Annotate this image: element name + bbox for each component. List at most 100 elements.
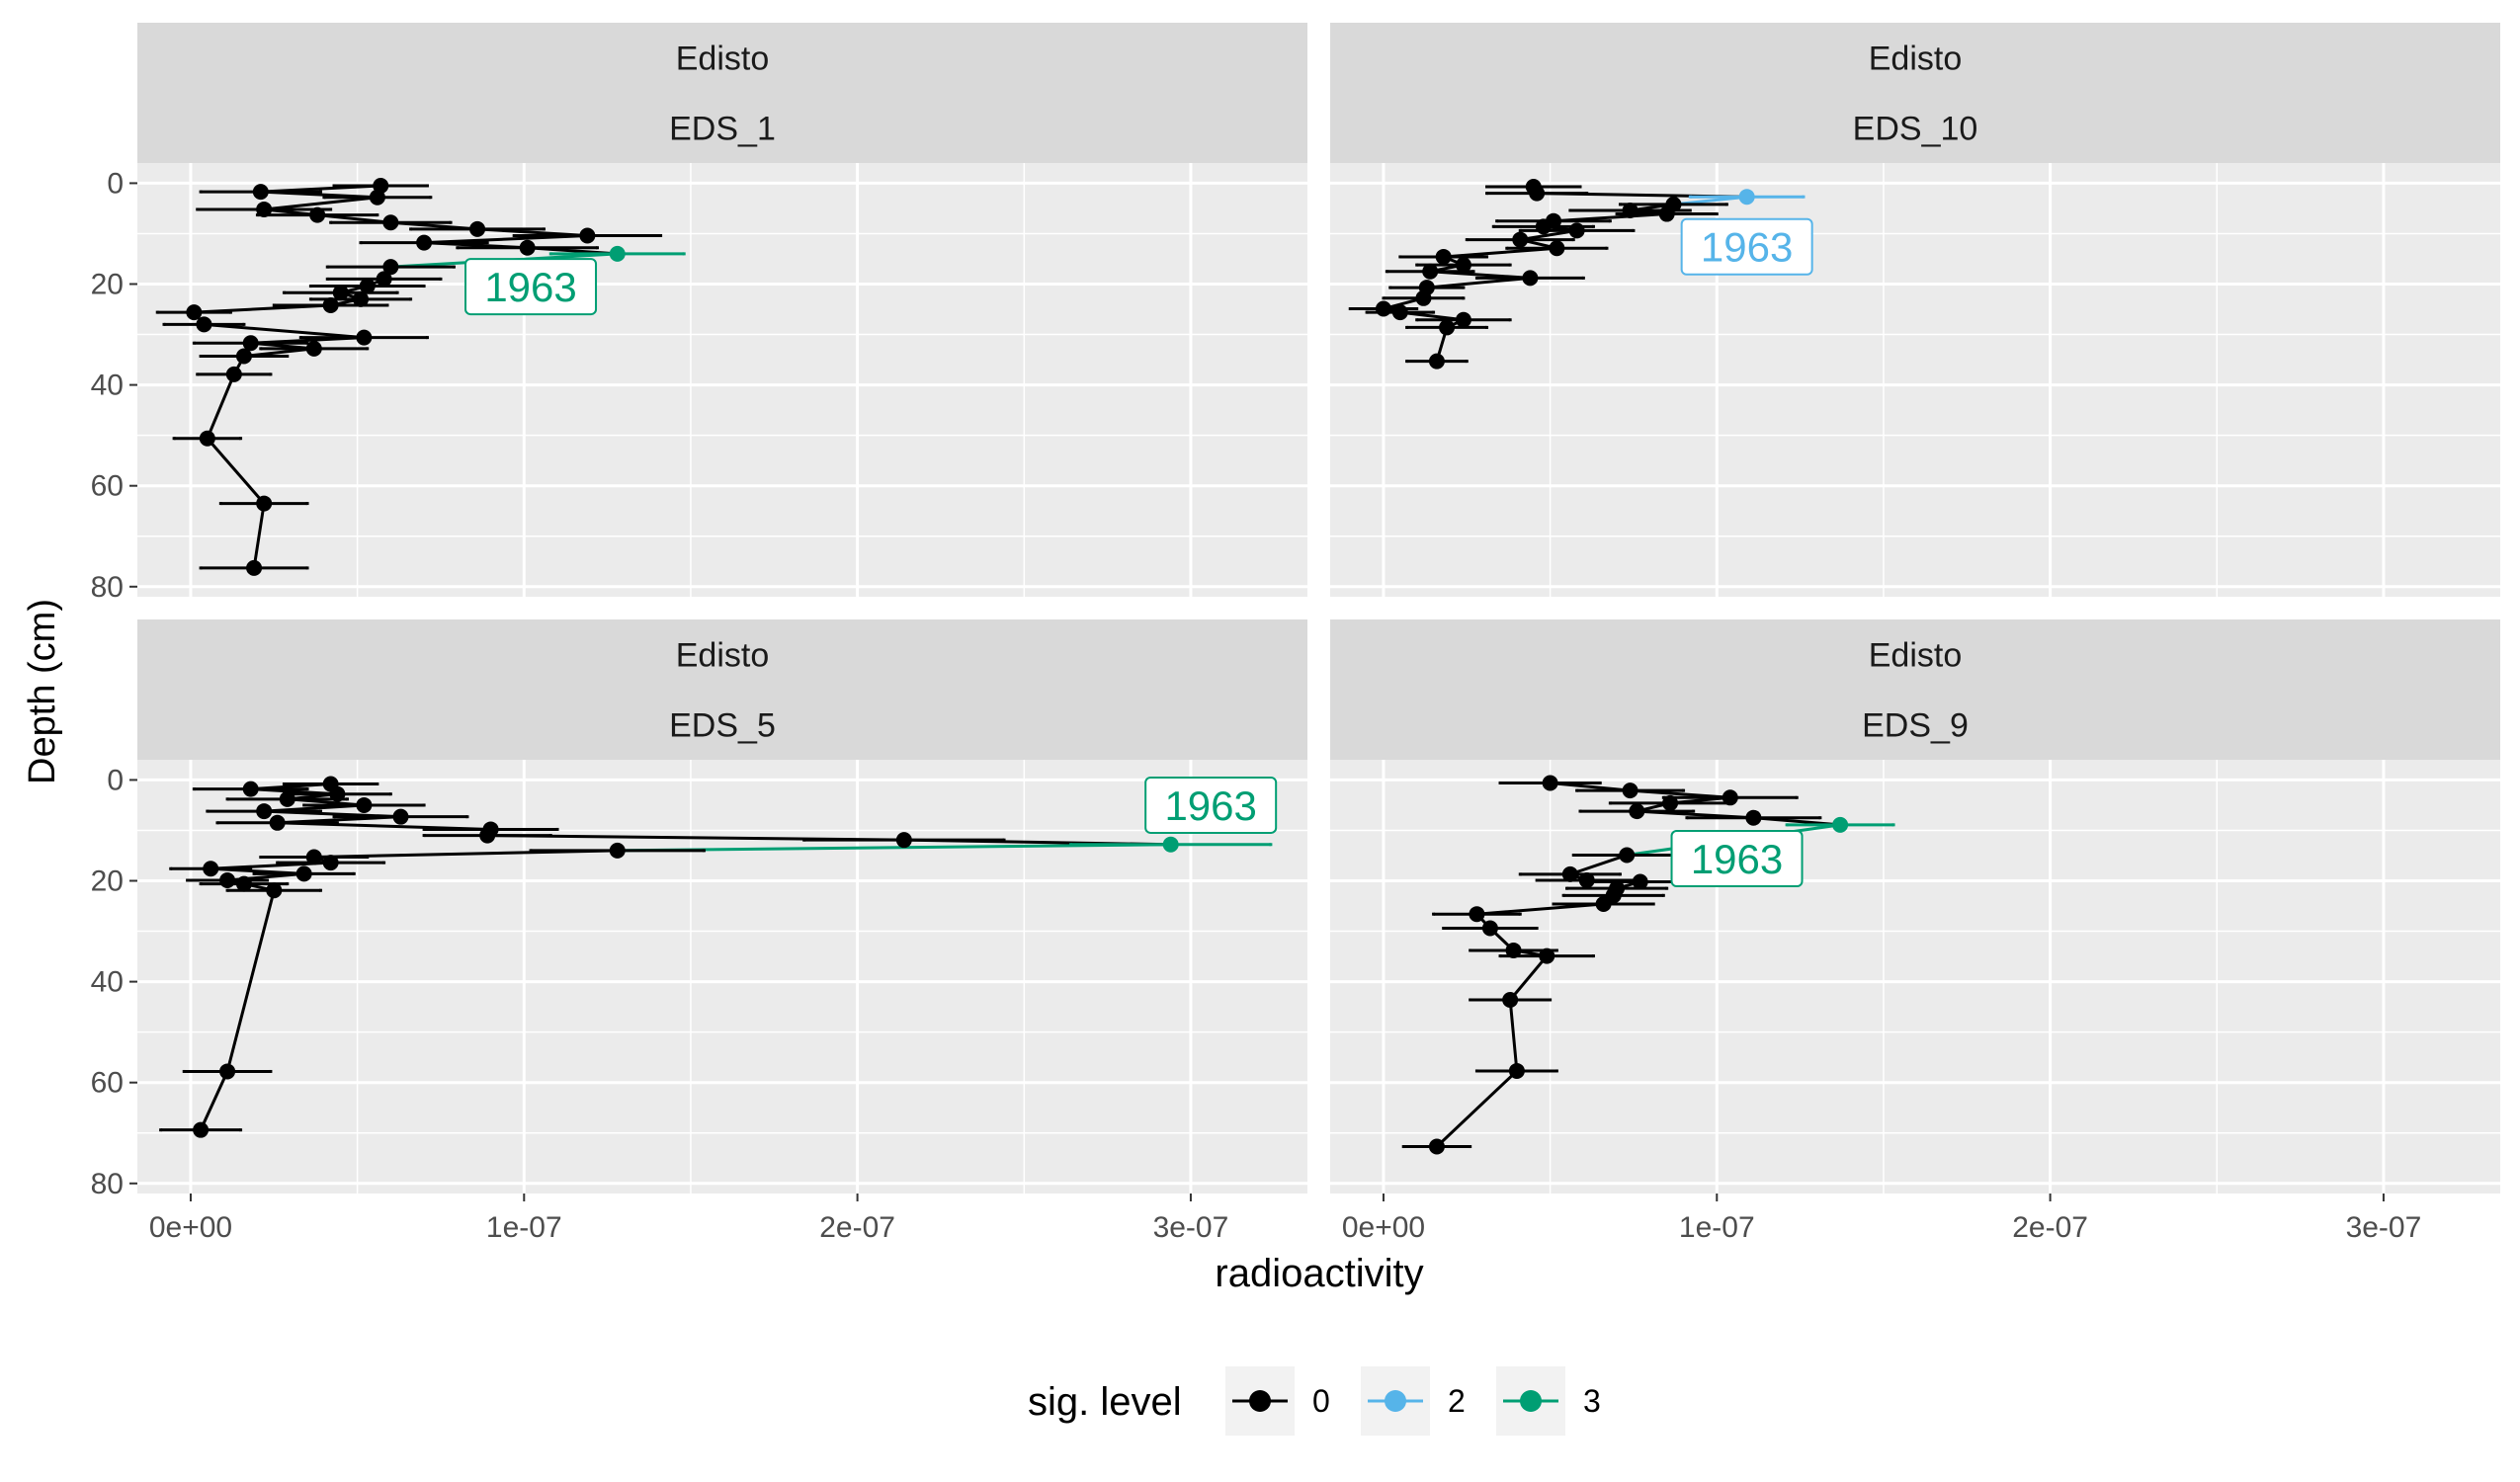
plot-background (137, 163, 1307, 597)
data-point (1662, 794, 1679, 811)
data-point (1595, 895, 1612, 912)
annotation-label-text: 1963 (1701, 224, 1793, 271)
y-tick-label: 80 (91, 1168, 124, 1200)
data-point (1455, 257, 1471, 274)
data-point (256, 803, 273, 820)
data-point (1481, 920, 1498, 937)
strip-top-background (137, 619, 1307, 690)
profile-segment (1520, 228, 1577, 242)
legend-item-label: 0 (1312, 1383, 1330, 1419)
legend-item-2: 2 (1361, 1366, 1466, 1436)
data-point (609, 245, 626, 262)
data-point (186, 304, 203, 321)
data-point (279, 790, 295, 807)
strip-bottom-background (1330, 93, 2500, 163)
data-point (1561, 865, 1578, 882)
facet-panel-EDS_5: Edisto EDS_5 0 20 40 60 80 0e+00 1e-07 2e-07 3e-07… (91, 619, 1307, 1244)
legend-key-point (1520, 1390, 1542, 1412)
data-point (1162, 836, 1179, 853)
data-point (252, 184, 269, 201)
profile-segment (1476, 902, 1604, 916)
annotation-label-text: 1963 (1164, 782, 1256, 829)
data-point (1502, 991, 1519, 1008)
data-point (1745, 809, 1762, 826)
x-tick-label: 0e+00 (1342, 1211, 1425, 1244)
profile-segment (1435, 1069, 1518, 1148)
legend-key-point (1249, 1390, 1271, 1412)
data-point (416, 234, 433, 251)
data-point (305, 340, 322, 357)
data-point (1428, 353, 1445, 370)
data-point (1539, 947, 1555, 964)
data-point (1622, 202, 1638, 218)
strip-bottom-label: EDS_9 (1862, 707, 1969, 745)
data-point (359, 278, 376, 294)
legend-item-label: 2 (1448, 1383, 1466, 1419)
data-point (519, 239, 536, 256)
x-tick-label: 2e-07 (2012, 1211, 2088, 1244)
data-point (305, 849, 322, 865)
data-point (1415, 289, 1432, 306)
data-point (242, 781, 259, 797)
strip-top-label: Edisto (1869, 637, 1963, 675)
data-point (1439, 319, 1456, 336)
data-point (369, 189, 385, 206)
data-point (269, 814, 286, 831)
data-point (1535, 218, 1552, 235)
x-tick-label: 1e-07 (1679, 1211, 1755, 1244)
data-point (329, 785, 346, 802)
legend: sig. level 0 2 3 (1028, 1366, 1601, 1436)
x-tick-label: 2e-07 (819, 1211, 895, 1244)
y-tick-label: 60 (91, 470, 124, 503)
profile-segment (264, 196, 378, 211)
y-axis-title: Depth (cm) (22, 599, 63, 784)
data-point (1529, 185, 1546, 202)
data-point (895, 832, 912, 849)
data-point (356, 796, 373, 813)
strip-bottom-background (137, 690, 1307, 760)
annotation-label-box (1144, 776, 1278, 834)
plot-background (1330, 163, 2500, 597)
annotation-label-box (1680, 217, 1813, 276)
legend-item-0: 0 (1225, 1366, 1330, 1436)
profile-segment (206, 373, 236, 440)
y-tick-label: 80 (91, 571, 124, 604)
data-point (235, 875, 252, 892)
strip-top-label: Edisto (1869, 41, 1963, 78)
data-point (376, 271, 392, 288)
data-point (266, 882, 283, 899)
y-tick-label: 60 (91, 1067, 124, 1100)
profile-segment (1509, 954, 1549, 1001)
data-point (1375, 300, 1391, 317)
data-point (1578, 872, 1595, 889)
profile-segment (199, 1070, 229, 1131)
data-point (309, 206, 326, 223)
x-tick-label: 0e+00 (149, 1211, 232, 1244)
data-point (199, 430, 215, 447)
annotation-label-text: 1963 (1691, 836, 1783, 882)
data-point (1722, 789, 1738, 806)
data-point (1508, 1062, 1525, 1079)
data-point (1622, 782, 1638, 799)
data-point (219, 1063, 236, 1080)
data-point (1455, 311, 1471, 328)
data-point (382, 214, 399, 231)
strip-top-background (1330, 619, 2500, 690)
data-point (225, 366, 242, 382)
profile-segment (1426, 276, 1531, 289)
y-tick-label: 0 (107, 764, 124, 796)
x-axis-title: radioactivity (1215, 1252, 1423, 1295)
strip-top-label: Edisto (676, 637, 770, 675)
data-point (1738, 189, 1755, 206)
data-point (1549, 240, 1565, 257)
legend-item-3: 3 (1496, 1366, 1601, 1436)
data-point (256, 201, 273, 217)
data-point (1542, 775, 1558, 791)
profile-segment (206, 437, 266, 505)
data-point (295, 865, 312, 882)
data-point (356, 329, 373, 346)
facet-panel-EDS_10: Edisto EDS_10 1963 (1330, 23, 2500, 597)
y-tick-label: 0 (107, 167, 124, 200)
data-point (1568, 222, 1585, 239)
